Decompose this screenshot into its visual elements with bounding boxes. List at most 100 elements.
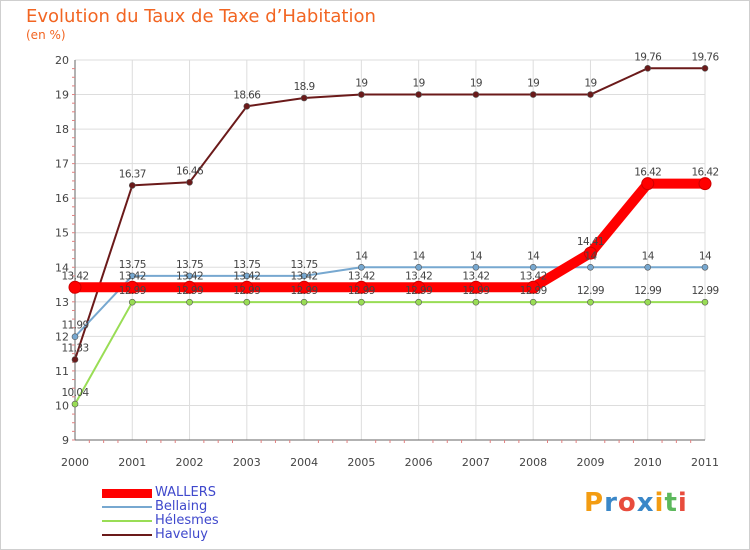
data-point xyxy=(71,356,79,363)
data-point xyxy=(128,272,136,280)
y-axis-unit-label: (en %) xyxy=(26,28,66,42)
data-point xyxy=(472,91,480,98)
data-label: 10.04 xyxy=(61,387,89,399)
y-tick-label: 12 xyxy=(55,330,69,343)
data-label: 11.33 xyxy=(61,343,88,355)
data-label: 14 xyxy=(699,250,712,262)
data-point xyxy=(358,298,365,306)
y-tick-label: 14 xyxy=(55,261,69,274)
data-label: 16.37 xyxy=(119,168,146,180)
data-point xyxy=(469,280,483,294)
y-tick-label: 15 xyxy=(55,227,69,240)
data-label: 14 xyxy=(527,250,540,262)
data-label: 13.75 xyxy=(119,259,146,271)
data-point xyxy=(701,263,709,271)
data-label: 19 xyxy=(584,78,596,90)
data-label: 19 xyxy=(527,78,539,90)
data-label: 13.42 xyxy=(520,270,547,282)
x-tick-label: 2002 xyxy=(176,456,204,469)
data-point xyxy=(71,333,79,341)
data-label: 13.75 xyxy=(233,259,260,271)
data-point xyxy=(243,102,251,110)
data-point xyxy=(526,280,540,294)
x-tick-label: 2001 xyxy=(118,456,146,469)
data-point xyxy=(415,298,422,306)
y-tick-label: 19 xyxy=(55,89,69,102)
y-tick-label: 9 xyxy=(62,434,69,447)
data-label: 18.66 xyxy=(233,89,261,101)
data-point xyxy=(183,280,197,294)
series-line xyxy=(70,178,710,293)
y-tick-label: 18 xyxy=(55,123,69,136)
legend-swatch xyxy=(102,520,152,522)
legend-label: Haveluy xyxy=(155,527,208,542)
data-point xyxy=(472,298,480,306)
data-label: 14 xyxy=(413,250,426,262)
data-point xyxy=(583,246,597,260)
data-point xyxy=(415,91,422,98)
x-tick-label: 2005 xyxy=(347,456,375,469)
legend-label: WALLERS xyxy=(155,485,217,500)
data-label: 12.99 xyxy=(233,285,260,297)
y-tick-label: 13 xyxy=(55,296,69,309)
logo-letter: x xyxy=(636,488,655,518)
legend-swatch xyxy=(102,489,152,498)
data-point xyxy=(641,177,655,191)
data-label: 19.76 xyxy=(634,51,662,63)
data-label: 12.99 xyxy=(462,285,489,297)
data-label: 13.42 xyxy=(348,270,375,282)
data-label: 13.42 xyxy=(176,270,203,282)
data-label: 19.76 xyxy=(691,51,719,63)
data-point xyxy=(472,263,480,271)
data-label: 16.42 xyxy=(691,167,718,179)
data-point xyxy=(68,280,82,294)
logo-letter: i xyxy=(654,488,665,518)
data-point xyxy=(587,298,594,306)
data-label: 13.42 xyxy=(405,270,432,282)
data-point xyxy=(300,94,308,102)
logo-letter: r xyxy=(604,488,618,518)
y-tick-label: 17 xyxy=(55,158,69,171)
logo-letter: P xyxy=(584,488,605,518)
data-label: 14.41 xyxy=(577,236,604,248)
data-point xyxy=(701,298,709,306)
data-point xyxy=(529,263,537,271)
data-label: 13.42 xyxy=(61,270,88,282)
x-tick-label: 2007 xyxy=(462,456,490,469)
data-label: 13.42 xyxy=(291,270,318,282)
legend-swatch xyxy=(102,534,152,536)
data-point xyxy=(358,263,365,271)
legend-label: Hélesmes xyxy=(155,513,219,528)
data-label: 12.99 xyxy=(291,285,318,297)
data-point xyxy=(698,177,712,191)
x-tick-label: 2011 xyxy=(691,456,719,469)
data-point xyxy=(128,182,136,189)
data-point xyxy=(587,91,594,98)
data-point xyxy=(300,298,308,306)
data-label: 19 xyxy=(413,78,425,90)
legend-swatch xyxy=(102,506,152,508)
data-label: 11.99 xyxy=(61,320,88,332)
x-tick-label: 2006 xyxy=(405,456,433,469)
data-point xyxy=(297,280,311,294)
data-point xyxy=(125,280,139,294)
data-point xyxy=(240,280,254,294)
data-point xyxy=(644,298,652,306)
data-point xyxy=(300,272,308,280)
data-point xyxy=(412,280,426,294)
data-label: 12.99 xyxy=(634,285,661,297)
x-tick-label: 2000 xyxy=(61,456,89,469)
data-label: 19 xyxy=(470,78,482,90)
data-point xyxy=(354,280,368,294)
data-label: 16.46 xyxy=(176,165,204,177)
proxiti-logo: Proxiti xyxy=(584,488,688,518)
data-label: 12.99 xyxy=(176,285,203,297)
series-line xyxy=(74,301,706,406)
data-label: 18.9 xyxy=(294,81,315,93)
data-point xyxy=(186,178,193,186)
x-tick-label: 2008 xyxy=(519,456,547,469)
x-tick-label: 2010 xyxy=(634,456,662,469)
data-label: 14 xyxy=(642,250,655,262)
data-label: 14 xyxy=(470,250,483,262)
